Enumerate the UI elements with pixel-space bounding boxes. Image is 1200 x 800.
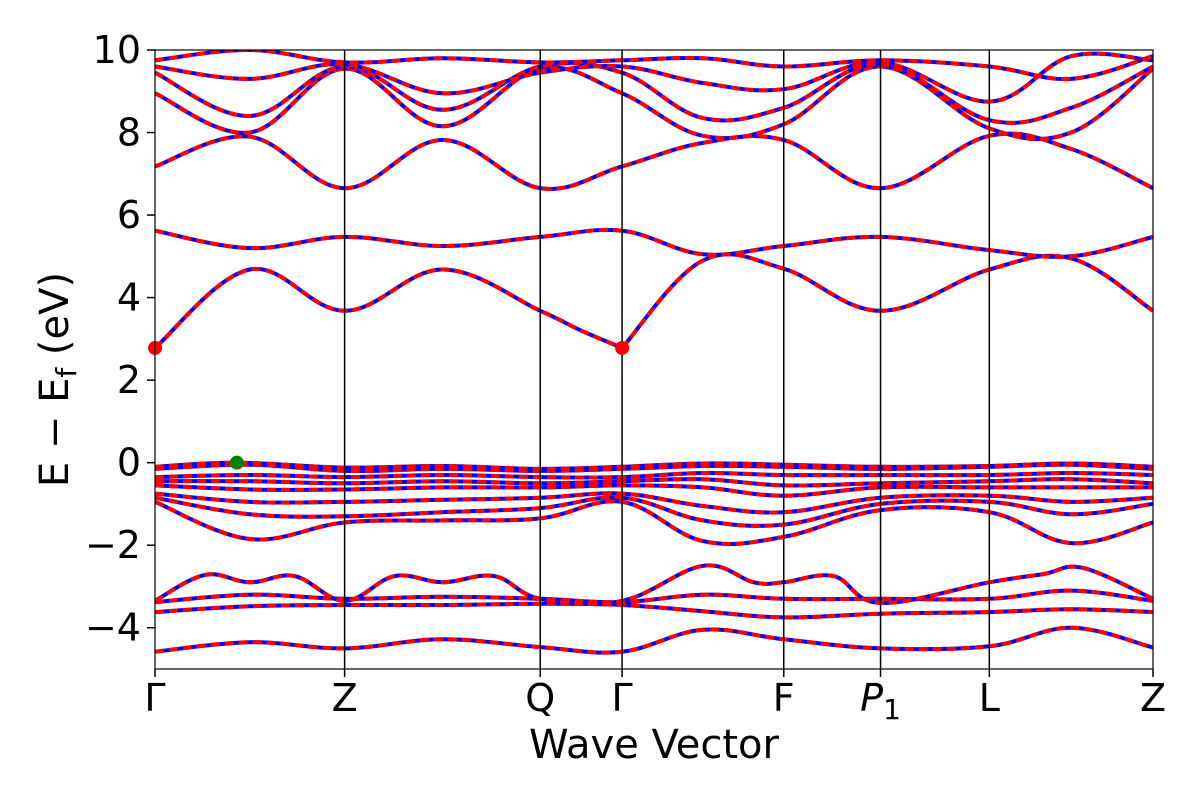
x-tick-label: P1 bbox=[860, 676, 901, 726]
x-tick-label: L bbox=[979, 676, 1000, 720]
band-line-dashed-12 bbox=[155, 266, 623, 350]
y-tick-label: 6 bbox=[117, 193, 141, 237]
band-line-dashed-0 bbox=[155, 625, 1153, 655]
y-axis-label-main: E − E bbox=[32, 378, 78, 488]
x-tick-label: F bbox=[773, 676, 795, 720]
y-tick-label: −2 bbox=[85, 523, 141, 567]
y-axis-label-subscript: f bbox=[50, 367, 83, 378]
band-line-solid-1 bbox=[155, 601, 1153, 620]
band-line-solid-0 bbox=[155, 625, 1153, 655]
y-tick-label: 0 bbox=[117, 441, 141, 485]
band-line-dashed-17 bbox=[155, 61, 1153, 125]
y-tick-label: 8 bbox=[117, 111, 141, 155]
band-line-dashed-15 bbox=[155, 131, 1153, 191]
band-line-solid-12 bbox=[155, 266, 623, 350]
band-line-solid-15 bbox=[155, 131, 1153, 191]
band-line-solid-16 bbox=[155, 64, 1153, 142]
vbm-marker bbox=[229, 455, 244, 470]
band-line-dashed-5 bbox=[155, 495, 1153, 528]
band-line-dashed-4 bbox=[155, 499, 1153, 547]
band-line-solid-2 bbox=[155, 588, 1153, 605]
x-axis-label: Wave Vector bbox=[529, 722, 780, 768]
band-line-dashed-13 bbox=[620, 252, 1153, 350]
bands-layer bbox=[155, 50, 1153, 655]
x-tick-label: Q bbox=[525, 676, 555, 720]
y-ticks-layer: −4 −2 0 2 4 6 8 10 bbox=[85, 28, 155, 650]
markers-layer bbox=[148, 340, 630, 470]
cbm-marker bbox=[615, 340, 630, 355]
band-line-dashed-18 bbox=[155, 51, 1153, 104]
band-line-solid-19 bbox=[155, 50, 1153, 82]
band-line-solid-4 bbox=[155, 499, 1153, 547]
y-tick-label: 10 bbox=[93, 28, 141, 72]
band-line-dashed-11 bbox=[155, 460, 1153, 471]
band-line-solid-7 bbox=[155, 483, 1153, 498]
x-tick-label: Γ bbox=[611, 676, 632, 720]
band-line-dashed-19 bbox=[155, 50, 1153, 82]
band-line-dashed-1 bbox=[155, 601, 1153, 620]
x-tick-label: Z bbox=[332, 676, 358, 720]
band-line-dashed-14 bbox=[155, 227, 1153, 259]
kpoint-lines-layer bbox=[343, 50, 991, 669]
band-line-dashed-8 bbox=[155, 477, 1153, 488]
plot-frame bbox=[154, 49, 1154, 670]
x-ticks-layer: Γ Z Q Γ F P1 L Z bbox=[144, 669, 1166, 726]
band-line-dashed-16 bbox=[155, 64, 1153, 142]
band-line-solid-13 bbox=[620, 252, 1153, 350]
y-tick-label: −4 bbox=[85, 606, 141, 650]
x-tick-label: Γ bbox=[144, 676, 165, 720]
y-tick-label: 4 bbox=[117, 276, 141, 320]
band-line-dashed-9 bbox=[155, 470, 1153, 480]
band-line-dashed-6 bbox=[155, 491, 1153, 515]
x-tick-label: Z bbox=[1140, 676, 1166, 720]
y-axis-label: E − Ef (eV) bbox=[32, 272, 83, 487]
band-line-dashed-2 bbox=[155, 588, 1153, 605]
band-line-dashed-7 bbox=[155, 483, 1153, 498]
y-axis-label-unit: (eV) bbox=[32, 272, 78, 368]
y-tick-label: 2 bbox=[117, 358, 141, 402]
